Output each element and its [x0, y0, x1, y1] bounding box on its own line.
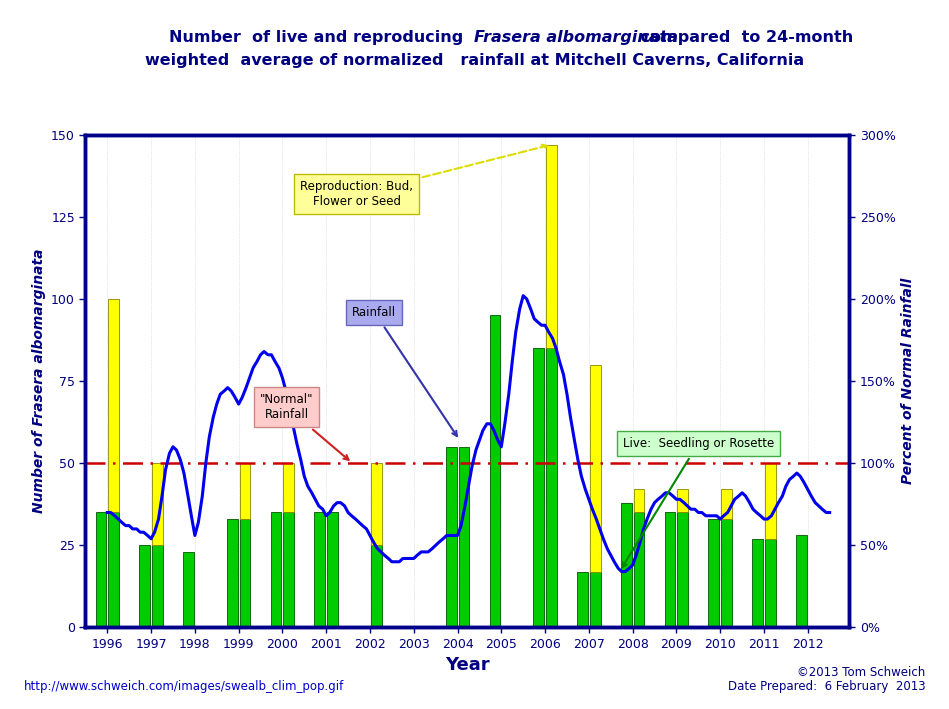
- Bar: [590, 364, 601, 571]
- Text: weighted  average of normalized   rainfall at Mitchell Caverns, California: weighted average of normalized rainfall …: [145, 53, 804, 68]
- Bar: [458, 447, 470, 627]
- Bar: [327, 513, 338, 627]
- Text: "Normal"
Rainfall: "Normal" Rainfall: [260, 393, 348, 460]
- Text: Reproduction: Bud,
Flower or Seed: Reproduction: Bud, Flower or Seed: [300, 145, 547, 208]
- Bar: [239, 463, 251, 519]
- Bar: [490, 316, 500, 627]
- Bar: [140, 545, 150, 627]
- X-axis label: Year: Year: [445, 657, 490, 674]
- Text: Rainfall: Rainfall: [352, 306, 456, 436]
- Y-axis label: Number of Frasera albomarginata: Number of Frasera albomarginata: [31, 249, 46, 513]
- Bar: [678, 489, 688, 513]
- Bar: [634, 489, 644, 513]
- Bar: [721, 489, 732, 519]
- Bar: [590, 571, 601, 627]
- Bar: [284, 513, 294, 627]
- Bar: [664, 513, 676, 627]
- Text: Frasera albomarginata: Frasera albomarginata: [474, 30, 679, 45]
- Bar: [709, 519, 719, 627]
- Text: http://www.schweich.com/images/swealb_clim_pop.gif: http://www.schweich.com/images/swealb_cl…: [24, 681, 344, 693]
- Bar: [753, 539, 763, 627]
- Bar: [546, 145, 557, 348]
- Bar: [721, 519, 732, 627]
- Text: Live:  Seedling or Rosette: Live: Seedling or Rosette: [623, 437, 774, 567]
- Bar: [533, 348, 544, 627]
- Y-axis label: Percent of Normal Rainfall: Percent of Normal Rainfall: [902, 278, 915, 484]
- Bar: [577, 571, 587, 627]
- Bar: [284, 463, 294, 513]
- Bar: [765, 539, 775, 627]
- Bar: [108, 299, 119, 513]
- Bar: [96, 513, 106, 627]
- Bar: [270, 513, 282, 627]
- Bar: [108, 513, 119, 627]
- Text: Number  of live and reproducing: Number of live and reproducing: [169, 30, 474, 45]
- Bar: [183, 552, 194, 627]
- Bar: [227, 519, 237, 627]
- Text: compared  to 24-month: compared to 24-month: [635, 30, 853, 45]
- Bar: [239, 519, 251, 627]
- Bar: [152, 463, 163, 545]
- Bar: [371, 463, 381, 545]
- Bar: [314, 513, 326, 627]
- Bar: [634, 513, 644, 627]
- Bar: [621, 503, 632, 627]
- Bar: [678, 513, 688, 627]
- Bar: [152, 545, 163, 627]
- Bar: [765, 463, 775, 539]
- Bar: [546, 348, 557, 627]
- Text: ©2013 Tom Schweich: ©2013 Tom Schweich: [797, 666, 925, 679]
- Bar: [371, 545, 381, 627]
- Text: Date Prepared:  6 February  2013: Date Prepared: 6 February 2013: [728, 681, 925, 693]
- Bar: [446, 447, 456, 627]
- Bar: [796, 535, 807, 627]
